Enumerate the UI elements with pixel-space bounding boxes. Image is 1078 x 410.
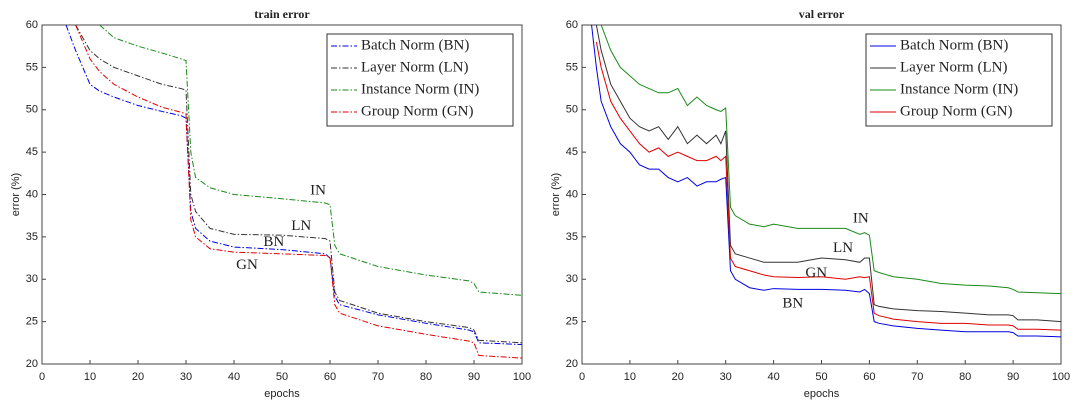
y-axis-label: error (%) (10, 173, 22, 216)
legend-label: Instance Norm (IN) (900, 81, 1018, 97)
y-tick-label: 45 (26, 146, 38, 158)
series-line (595, 25, 1061, 323)
series-line (595, 41, 1061, 331)
x-axis-label: epochs (264, 388, 300, 400)
x-tick-label: 90 (1007, 371, 1019, 383)
legend: Batch Norm (BN) Layer Norm (LN) Instance N… (326, 33, 514, 127)
legend-box (865, 33, 1053, 127)
annotation: IN (310, 183, 326, 199)
legend-label: Layer Norm (LN) (361, 59, 468, 75)
y-tick-label: 35 (566, 231, 578, 243)
annotation: LN (833, 240, 853, 256)
annotation: LN (291, 218, 311, 234)
x-tick-label: 70 (372, 371, 384, 383)
series-line (65, 25, 522, 346)
legend: Batch Norm (BN) Layer Norm (LN) Instance N… (865, 33, 1053, 127)
annotation: IN (853, 211, 869, 227)
x-tick-label: 30 (180, 371, 192, 383)
chart-title: train error (254, 7, 310, 21)
legend-label: Instance Norm (IN) (361, 81, 479, 97)
chart-panel: val error epochs error (%) 0 10 20 30 40 50 60 70 8… (550, 7, 1070, 400)
series-line (591, 25, 1061, 338)
y-tick-label: 40 (26, 188, 38, 200)
series-line (99, 25, 522, 296)
chart-panel: train error epochs error (%) 0 10 20 30 40 50 60 7… (10, 7, 531, 400)
x-tick-label: 40 (228, 371, 240, 383)
lines (65, 25, 522, 359)
y-tick-label: 20 (566, 358, 578, 370)
x-tick-label: 100 (513, 371, 531, 383)
x-tick-label: 20 (132, 371, 144, 383)
x-tick-label: 0 (579, 371, 585, 383)
x-tick-label: 0 (39, 371, 45, 383)
legend-box (326, 33, 514, 127)
legend-label: Batch Norm (BN) (900, 37, 1008, 53)
legend-label: Layer Norm (LN) (900, 59, 1007, 75)
y-tick-label: 50 (26, 104, 38, 116)
chart-title: val error (799, 7, 845, 21)
y-tick-label: 35 (26, 231, 38, 243)
x-tick-label: 20 (672, 371, 684, 383)
y-tick-label: 25 (566, 316, 578, 328)
y-tick-label: 55 (26, 61, 38, 73)
y-tick-label: 45 (566, 146, 578, 158)
annotation: BN (782, 295, 803, 311)
x-tick-label: 10 (624, 371, 636, 383)
annotation: GN (236, 257, 258, 273)
x-tick-label: 30 (720, 371, 732, 383)
x-tick-label: 80 (959, 371, 971, 383)
series-line (75, 25, 522, 344)
x-tick-label: 50 (276, 371, 288, 383)
y-tick-label: 40 (566, 188, 578, 200)
y-tick-label: 25 (26, 316, 38, 328)
y-axis-label: error (%) (550, 173, 562, 216)
y-tick-label: 50 (566, 104, 578, 116)
y-tick-label: 60 (26, 19, 38, 31)
legend-label: Group Norm (GN) (361, 103, 473, 119)
annotation: GN (805, 265, 827, 281)
x-tick-label: 60 (863, 371, 875, 383)
x-tick-label: 80 (420, 371, 432, 383)
x-tick-label: 70 (911, 371, 923, 383)
x-axis-label: epochs (804, 388, 840, 400)
y-tick-label: 55 (566, 61, 578, 73)
y-tick-label: 60 (566, 19, 578, 31)
x-tick-label: 60 (324, 371, 336, 383)
annotation: BN (263, 234, 284, 250)
x-tick-label: 50 (815, 371, 827, 383)
x-tick-label: 10 (84, 371, 96, 383)
y-tick-label: 20 (26, 358, 38, 370)
x-tick-label: 100 (1052, 371, 1070, 383)
y-tick-label: 30 (26, 273, 38, 285)
lines (591, 25, 1061, 338)
y-tick-label: 30 (566, 273, 578, 285)
series-line (600, 25, 1061, 295)
legend-label: Batch Norm (BN) (361, 37, 469, 53)
legend-label: Group Norm (GN) (900, 103, 1012, 119)
x-tick-label: 90 (468, 371, 480, 383)
x-tick-label: 40 (767, 371, 779, 383)
